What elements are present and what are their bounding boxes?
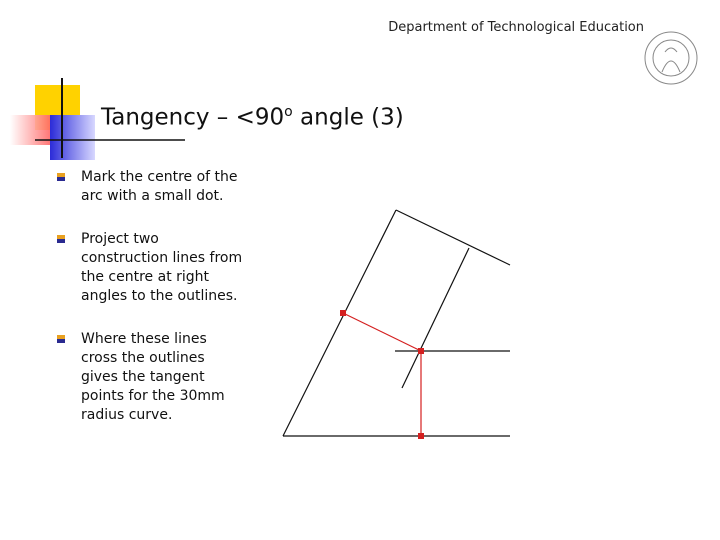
- bullet: Where these lines cross the outlines giv…: [55, 330, 245, 425]
- decoration: [10, 78, 185, 160]
- logo: [644, 31, 698, 85]
- title-superscript: o: [284, 104, 293, 120]
- bullet: Project two construction lines from the …: [55, 230, 245, 306]
- bullet: Mark the centre of the arc with a small …: [55, 168, 245, 206]
- title-end: angle (3): [292, 104, 404, 131]
- bullet-text: Where these lines cross the outlines giv…: [81, 331, 225, 423]
- slide-title: Tangency – <90o angle (3): [101, 104, 404, 131]
- diagram: [282, 209, 511, 439]
- bullet-list: Mark the centre of the arc with a small …: [55, 168, 245, 449]
- bullet-text: Mark the centre of the arc with a small …: [81, 169, 238, 204]
- title-text: Tangency – <90: [101, 104, 285, 131]
- bullet-icon: [57, 235, 65, 243]
- bullet-icon: [57, 335, 65, 343]
- bullet-icon: [57, 173, 65, 181]
- department: Department of Technological Education: [388, 20, 644, 35]
- bullet-text: Project two construction lines from the …: [81, 231, 243, 304]
